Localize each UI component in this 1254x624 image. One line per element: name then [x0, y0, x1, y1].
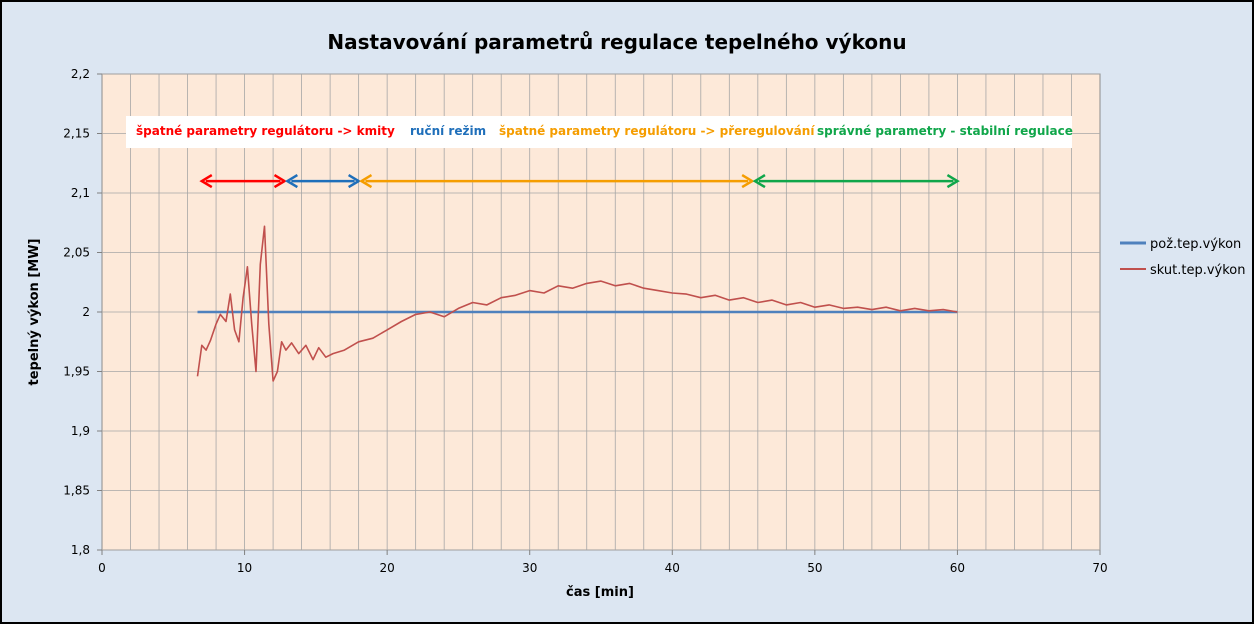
- legend: pož.tep.výkon skut.tep.výkon: [1120, 237, 1246, 278]
- x-axis-label: čas [min]: [566, 585, 634, 600]
- legend-label-actual: skut.tep.výkon: [1150, 263, 1246, 278]
- annotation-arrow: [284, 174, 362, 189]
- y-axis-ticks: 1,8 1,85 1,9 1,95 2 2,05 2,1 2,15 2,2: [63, 67, 102, 557]
- annotation-arrow: [752, 174, 960, 189]
- y-tick-label: 2,1: [71, 186, 90, 200]
- series-line-actual: [196, 225, 958, 382]
- y-tick-label: 1,85: [63, 484, 90, 498]
- annotation-overshoot: špatné parametry regulátoru -> přeregulo…: [499, 124, 815, 138]
- y-tick-label: 2,05: [63, 246, 90, 260]
- y-tick-label: 2,15: [63, 127, 90, 141]
- y-tick-label: 2,2: [71, 67, 90, 81]
- x-tick-label: 40: [665, 561, 680, 575]
- chart-title: Nastavování parametrů regulace tepelného…: [327, 30, 906, 54]
- annotation-oscillation: špatné parametry regulátoru -> kmity: [136, 124, 395, 138]
- y-axis-label: tepelný výkon [MW]: [27, 239, 42, 386]
- x-tick-label: 70: [1092, 561, 1107, 575]
- x-tick-label: 50: [807, 561, 822, 575]
- annotation-arrows: [199, 174, 960, 189]
- annotation-arrow: [359, 174, 755, 189]
- y-tick-label: 1,8: [71, 543, 90, 557]
- x-tick-label: 30: [522, 561, 537, 575]
- x-tick-label: 10: [237, 561, 252, 575]
- annotations: špatné parametry regulátoru -> kmity ruč…: [136, 124, 1073, 138]
- y-tick-label: 1,9: [71, 424, 90, 438]
- x-tick-label: 20: [380, 561, 395, 575]
- annotation-manual-mode: ruční režim: [410, 124, 486, 138]
- x-axis-ticks: 0 10 20 30 40 50 60 70: [98, 550, 1108, 575]
- annotation-stable: správné parametry - stabilní regulace: [817, 124, 1073, 138]
- y-tick-label: 2: [82, 305, 90, 319]
- annotation-box: [126, 116, 1072, 148]
- x-tick-label: 60: [950, 561, 965, 575]
- legend-label-setpoint: pož.tep.výkon: [1150, 237, 1241, 252]
- x-tick-label: 0: [98, 561, 106, 575]
- series-lines: [196, 225, 958, 382]
- annotation-arrow: [199, 174, 287, 189]
- y-tick-label: 1,95: [63, 365, 90, 379]
